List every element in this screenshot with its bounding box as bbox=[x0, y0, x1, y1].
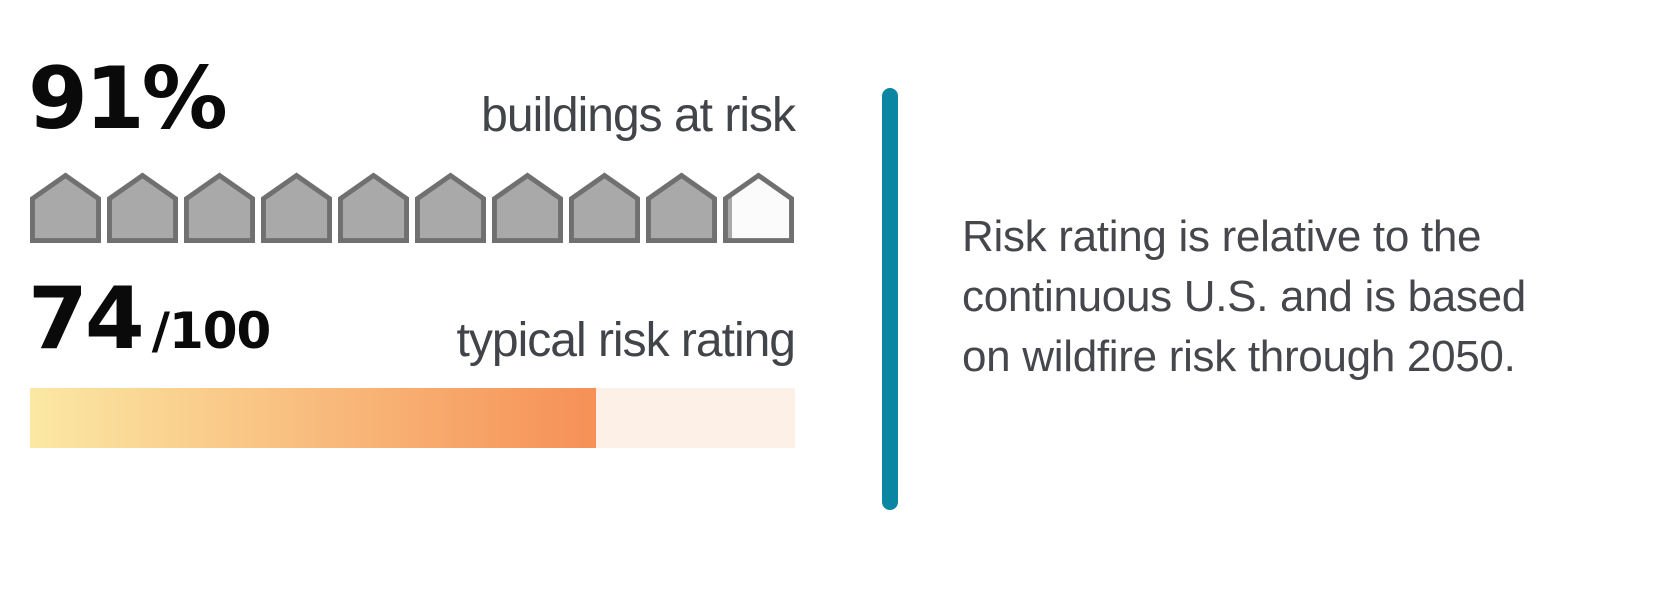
house-icon bbox=[723, 172, 794, 243]
house-icon bbox=[107, 172, 178, 243]
note-line: on wildfire risk through 2050. bbox=[962, 332, 1516, 381]
house-icon bbox=[646, 172, 717, 243]
house-icon bbox=[184, 172, 255, 243]
typical-risk-rating-stat: 74 /100 bbox=[28, 269, 272, 369]
vertical-divider bbox=[882, 88, 898, 510]
risk-stats-column: 91% buildings at risk 74 /100 typical ri… bbox=[0, 0, 796, 600]
house-icon bbox=[569, 172, 640, 243]
risk-rating-progress-bar bbox=[30, 388, 795, 448]
typical-risk-rating-label: typical risk rating bbox=[456, 314, 796, 367]
house-icon bbox=[261, 172, 332, 243]
note-line: continuous U.S. and is based bbox=[962, 272, 1526, 321]
house-icon bbox=[492, 172, 563, 243]
risk-rating-progress-fill bbox=[30, 388, 597, 448]
risk-rating-note: Risk rating is relative to the continuous… bbox=[962, 207, 1582, 387]
house-icon bbox=[30, 172, 101, 243]
house-icon bbox=[338, 172, 409, 243]
risk-rating-value: 74 bbox=[28, 269, 145, 369]
house-icon bbox=[415, 172, 486, 243]
buildings-at-risk-label: buildings at risk bbox=[481, 89, 796, 142]
note-line: Risk rating is relative to the bbox=[962, 212, 1482, 261]
house-icons-row bbox=[30, 172, 794, 243]
risk-rating-denominator: /100 bbox=[151, 302, 272, 360]
buildings-at-risk-value: 91% bbox=[28, 49, 228, 149]
